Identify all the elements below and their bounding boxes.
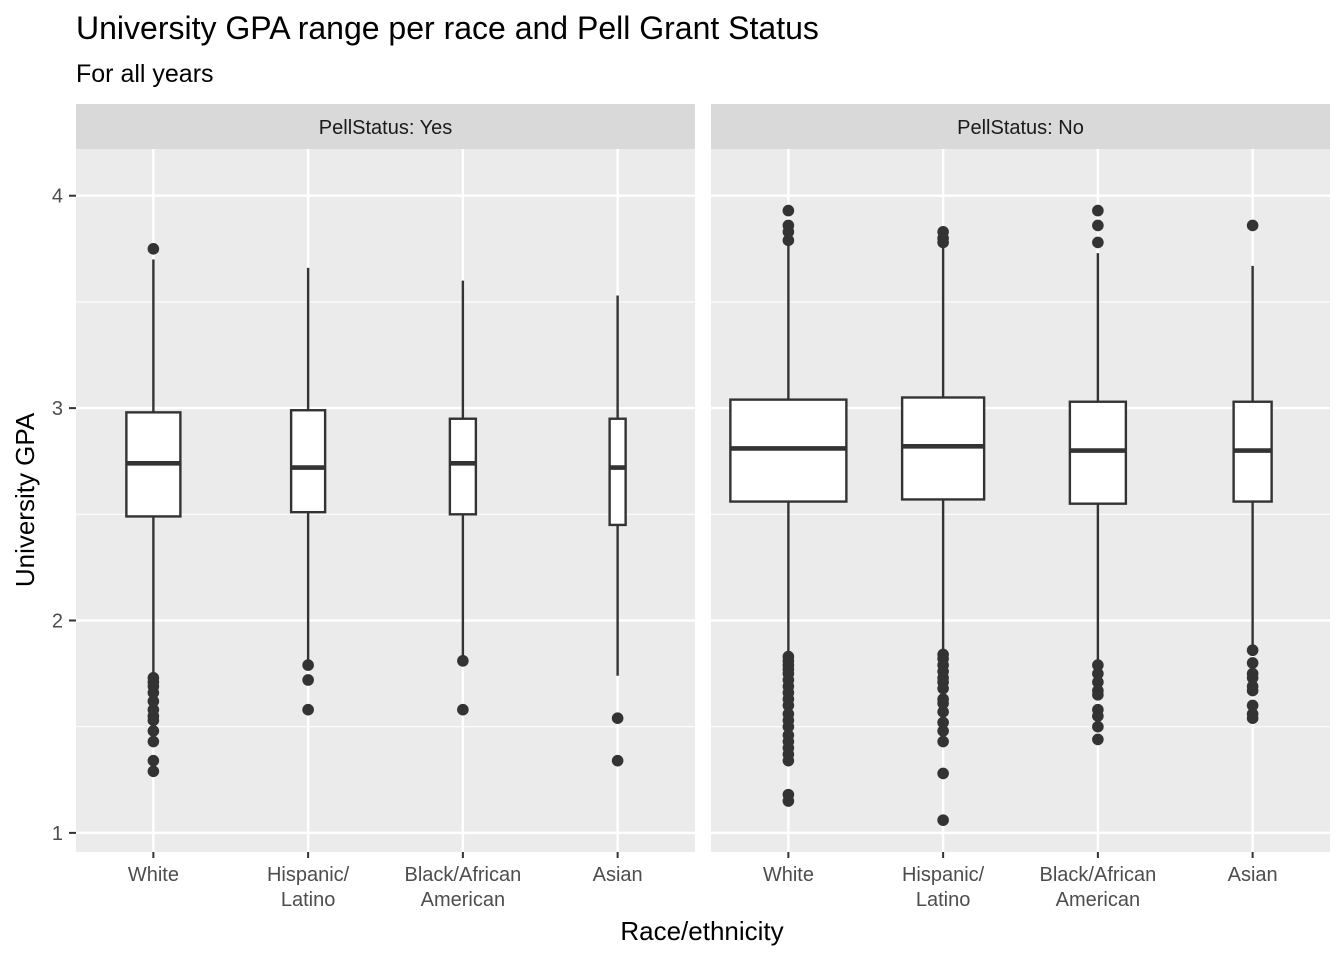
y-tick-label: 1 [52, 823, 63, 845]
outlier-point [147, 765, 160, 778]
x-tick-label: Hispanic/Latino [902, 864, 985, 911]
outlier-point [782, 226, 795, 238]
x-axis-title: Race/ethnicity [620, 916, 783, 946]
outlier-point [937, 236, 949, 249]
outlier-point [1092, 689, 1104, 701]
outlier-point [937, 682, 949, 695]
outlier-point [147, 754, 160, 767]
boxplot [729, 204, 848, 807]
outlier-point [611, 712, 624, 724]
outlier-point [1246, 699, 1259, 712]
outlier-point [782, 204, 795, 217]
outlier-point [457, 655, 469, 667]
outlier-point [782, 234, 795, 247]
x-tick-label: Black/African American [405, 864, 522, 911]
outlier-point [782, 795, 795, 807]
outlier-point [1092, 204, 1104, 217]
outlier-point [302, 674, 314, 686]
chart-title: University GPA range per race and Pell G… [76, 10, 819, 46]
boxplot [289, 267, 327, 716]
outlier-point [937, 725, 949, 737]
boxplot [125, 243, 182, 778]
box [289, 409, 327, 514]
facet-label: PellStatus: Yes [319, 117, 452, 139]
boxplot [608, 295, 627, 767]
outlier-point [1092, 733, 1104, 746]
x-tick-label: White [128, 864, 179, 886]
x-tick-label: Hispanic/Latino [267, 864, 350, 911]
facet-label: PellStatus: No [957, 117, 1084, 139]
boxplot [1068, 204, 1128, 746]
outlier-point [302, 703, 314, 716]
outlier-point [147, 686, 160, 699]
y-axis-title: University GPA [10, 412, 40, 587]
outlier-point [147, 243, 160, 255]
x-tick-label: Asian [1228, 864, 1278, 886]
boxplot [900, 226, 986, 826]
chart-subtitle: For all years [76, 60, 214, 88]
outlier-point [611, 754, 624, 767]
outlier-point [937, 716, 949, 729]
outlier-point [147, 695, 160, 708]
outlier-point [147, 725, 160, 737]
outlier-point [1092, 659, 1104, 671]
x-tick-label: Asian [593, 864, 643, 886]
y-tick-label: 3 [52, 398, 63, 420]
outlier-point [782, 754, 795, 767]
boxplot [448, 280, 478, 716]
outlier-point [147, 714, 160, 727]
outlier-point [147, 735, 160, 748]
box [608, 417, 627, 527]
outlier-point [1092, 667, 1104, 680]
y-tick-label: 2 [52, 610, 63, 632]
outlier-point [782, 699, 795, 712]
outlier-point [1246, 657, 1259, 669]
boxplot [1232, 219, 1273, 724]
outlier-point [1092, 219, 1104, 232]
outlier-point [937, 814, 949, 826]
outlier-point [1092, 676, 1104, 688]
box [448, 417, 478, 516]
facet-strip [76, 104, 695, 149]
outlier-point [937, 735, 949, 748]
outlier-point [457, 703, 469, 716]
x-tick-label: White [763, 864, 814, 886]
outlier-point [1246, 712, 1259, 724]
facet-panel: PellStatus: No White Hispanic/Latino Black/… [711, 104, 1330, 911]
outlier-point [937, 706, 949, 718]
x-tick-label: Black/African American [1040, 864, 1157, 911]
outlier-point [937, 697, 949, 710]
outlier-point [1246, 684, 1259, 697]
outlier-point [1246, 219, 1259, 232]
outlier-point [937, 767, 949, 780]
facet-panel: PellStatus: Yes White Hispanic/Latino Black… [76, 104, 695, 911]
outlier-point [302, 659, 314, 671]
outlier-point [1092, 720, 1104, 733]
outlier-point [1092, 710, 1104, 722]
facet-strip [711, 104, 1330, 149]
y-tick-label: 4 [52, 186, 63, 208]
y-axis: 1 2 3 4 [52, 186, 76, 845]
outlier-point [1246, 644, 1259, 657]
facet-panels: PellStatus: Yes White Hispanic/Latino Black… [76, 104, 1330, 911]
outlier-point [782, 720, 795, 733]
outlier-point [1092, 236, 1104, 249]
outlier-point [1246, 672, 1259, 684]
